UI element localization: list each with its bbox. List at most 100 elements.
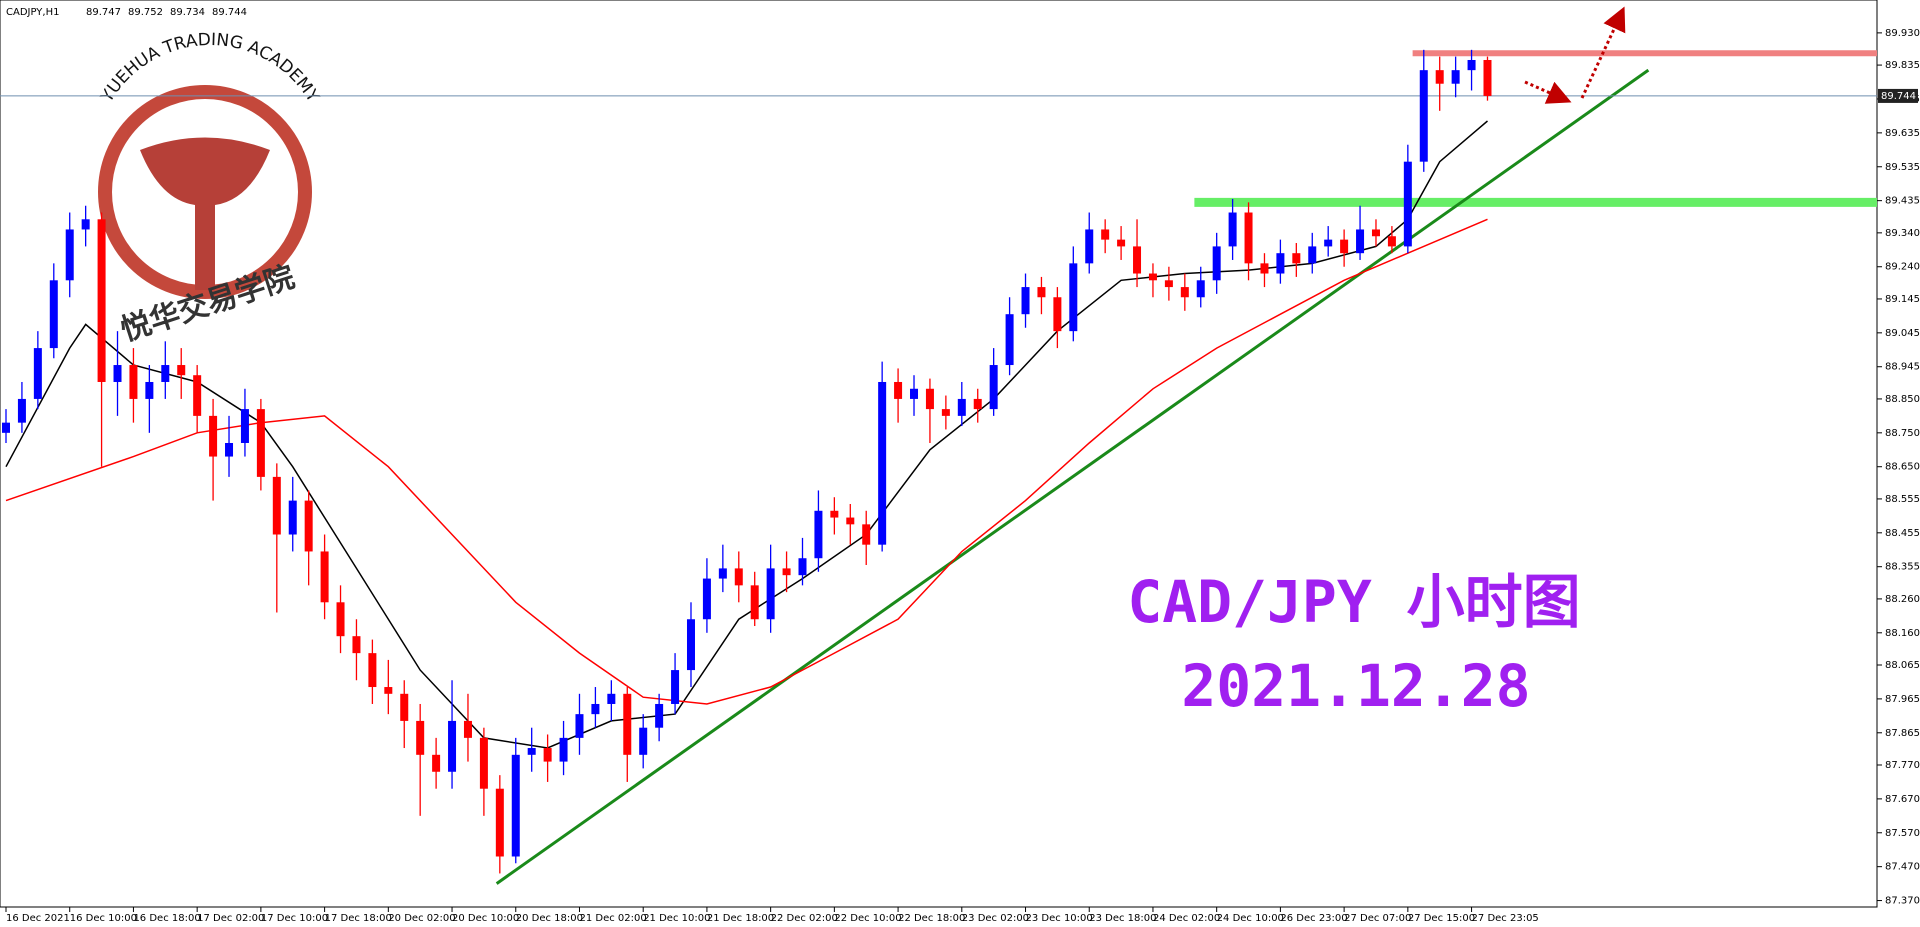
candle-body [368, 653, 377, 688]
candle-body [941, 409, 950, 416]
candle-body [1133, 246, 1142, 274]
candle-body [1451, 70, 1460, 84]
last-price-label: 89.744 [1881, 91, 1916, 102]
candle-body [1260, 263, 1269, 274]
x-tick-label: 16 Dec 2021 [6, 913, 70, 924]
candle-body [240, 409, 249, 443]
candle-body [575, 714, 584, 738]
y-tick-label: 88.945 [1885, 362, 1920, 373]
candle-body [1356, 229, 1365, 254]
candle-body [463, 720, 472, 738]
candle-body [320, 551, 329, 603]
candle-body [256, 409, 265, 477]
x-tick-label: 23 Dec 10:00 [1026, 913, 1093, 924]
candle-body [1117, 239, 1126, 247]
candle-body [225, 442, 234, 457]
candle-body [750, 585, 759, 620]
candle-body [910, 388, 919, 399]
x-tick-label: 27 Dec 23:05 [1472, 913, 1539, 924]
axes: 89.93089.83589.73589.63589.53589.43589.3… [5, 28, 1920, 924]
y-tick-label: 88.455 [1885, 528, 1920, 539]
y-tick-label: 87.670 [1885, 794, 1920, 805]
candle-body [304, 500, 313, 552]
candle-body [65, 229, 74, 281]
x-tick-label: 23 Dec 02:00 [962, 913, 1029, 924]
y-tick-label: 88.750 [1885, 428, 1920, 439]
y-tick-label: 89.635 [1885, 128, 1920, 139]
y-tick-label: 88.065 [1885, 660, 1920, 671]
candle-body [1212, 246, 1221, 281]
candle-body [1037, 287, 1046, 298]
y-tick-label: 88.355 [1885, 562, 1920, 573]
candle-body [352, 636, 361, 654]
candle-body [448, 720, 457, 772]
candle-body [145, 381, 154, 399]
candle-body [272, 476, 281, 535]
y-tick-label: 89.340 [1885, 228, 1920, 239]
arrow [1580, 6, 1626, 99]
x-tick-label: 27 Dec 15:00 [1408, 913, 1475, 924]
candle-body [973, 398, 982, 410]
y-tick-label: 87.770 [1885, 760, 1920, 771]
candle-body [1371, 229, 1380, 237]
header-value: 89.744 [212, 7, 247, 18]
candle-body [209, 415, 218, 457]
y-tick-label: 87.965 [1885, 694, 1920, 705]
candle-body [511, 754, 520, 857]
candle-body [846, 517, 855, 525]
header-value: 89.734 [170, 7, 205, 18]
trendline [495, 68, 1650, 885]
x-tick-label: 20 Dec 02:00 [388, 913, 455, 924]
y-tick-label: 88.160 [1885, 628, 1920, 639]
header-value: 89.747 [86, 7, 121, 18]
x-tick-label: 22 Dec 02:00 [771, 913, 838, 924]
x-tick-label: 20 Dec 18:00 [516, 913, 583, 924]
x-tick-label: 21 Dec 10:00 [643, 913, 710, 924]
candle-body [591, 703, 600, 715]
candle-body [49, 280, 58, 349]
arrow [1524, 80, 1572, 104]
annotation-title: CAD/JPY 小时图 [1127, 568, 1580, 636]
candle-body [97, 219, 106, 382]
y-tick-label: 89.145 [1885, 294, 1920, 305]
x-tick-label: 20 Dec 10:00 [452, 913, 519, 924]
moving-average [5, 218, 1488, 705]
candle-body [830, 510, 839, 518]
candle-body [288, 500, 297, 535]
candle-body [623, 693, 632, 755]
candle-body [1387, 236, 1396, 247]
candle-body [1324, 239, 1333, 247]
candle-body [1101, 229, 1110, 240]
candle-body [559, 737, 568, 762]
candle-body [1021, 287, 1030, 315]
candle-body [400, 693, 409, 721]
x-tick-label: 22 Dec 18:00 [898, 913, 965, 924]
candle-body [193, 375, 202, 416]
candle-body [718, 568, 727, 579]
y-tick-label: 87.470 [1885, 862, 1920, 873]
header-value: 89.752 [128, 7, 163, 18]
candle-body [1005, 314, 1014, 366]
candle-body [81, 219, 90, 230]
y-tick-label: 89.930 [1885, 28, 1920, 39]
header-values: 89.747 89.752 89.734 89.744 [86, 7, 247, 18]
candle-body [686, 619, 695, 671]
candle-body [782, 568, 791, 576]
candle-body [734, 568, 743, 586]
y-tick-label: 88.260 [1885, 594, 1920, 605]
x-tick-label: 24 Dec 10:00 [1217, 913, 1284, 924]
candle-body [1340, 239, 1349, 254]
y-tick-label: 89.835 [1885, 60, 1920, 71]
candle-body [495, 788, 504, 857]
y-tick-label: 89.240 [1885, 262, 1920, 273]
candle-body [161, 365, 170, 382]
candle-body [177, 365, 186, 376]
y-tick-label: 87.570 [1885, 828, 1920, 839]
candle-body [1483, 59, 1492, 96]
x-tick-label: 17 Dec 10:00 [261, 913, 328, 924]
candle-body [957, 398, 966, 416]
candle-body [2, 422, 10, 433]
candle-body [1276, 253, 1285, 274]
